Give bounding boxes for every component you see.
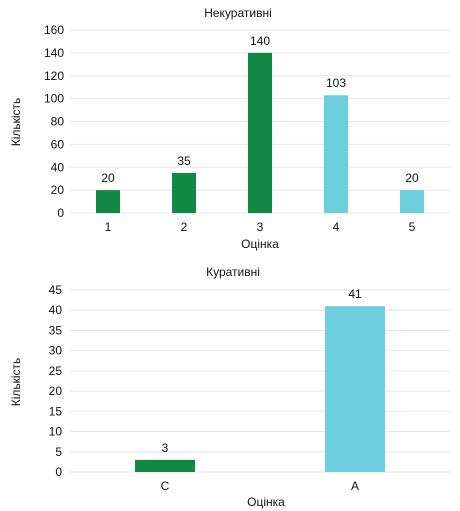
data-labels: 20 35 140 103 20 [101, 34, 419, 185]
y-tick-label: 0 [57, 206, 64, 220]
y-tick-label: 25 [49, 364, 63, 378]
x-tick-label: 5 [409, 220, 416, 234]
y-tick-label: 60 [51, 137, 65, 151]
y-tick-label: 160 [44, 23, 64, 37]
bar [324, 95, 348, 213]
bar [135, 459, 195, 472]
y-tick-label: 40 [51, 160, 65, 174]
chart-nekuratyvni: Некуративні Кількість Оцінка 0 20 40 60 80 10… [9, 6, 450, 251]
y-tick-label: 30 [49, 344, 63, 358]
data-label: 103 [326, 76, 346, 90]
data-label: 35 [177, 154, 191, 168]
y-tick-label: 120 [44, 69, 64, 83]
y-axis-label: Кількість [9, 358, 23, 407]
y-tick-label: 35 [49, 323, 63, 337]
y-tick-label: 140 [44, 46, 64, 60]
y-tick-label: 5 [55, 445, 62, 459]
bar [248, 52, 272, 213]
x-tick-label: 1 [105, 220, 112, 234]
data-labels: 3 41 [162, 287, 362, 455]
x-tick-label: C [161, 479, 170, 493]
bar [96, 190, 120, 213]
data-label: 41 [348, 287, 362, 301]
data-label: 3 [162, 441, 169, 455]
gridlines [70, 289, 450, 473]
y-tick-label: 20 [51, 183, 65, 197]
x-tick-label: 3 [257, 220, 264, 234]
bar [172, 172, 196, 213]
y-tick-label: 45 [49, 283, 63, 297]
chart-kuratyvni: Куративні Кількість Оцінка 0 5 10 15 20 25 30 3… [9, 265, 450, 509]
x-axis-label: Оцінка [241, 237, 279, 251]
bars [135, 306, 385, 472]
tick-labels: 0 5 10 15 20 25 30 35 40 45 C A [49, 283, 359, 493]
y-tick-label: 80 [51, 115, 65, 129]
data-label: 20 [101, 171, 115, 185]
y-tick-label: 0 [55, 465, 62, 479]
bars [96, 52, 424, 213]
bar [325, 306, 385, 472]
chart-title: Куративні [206, 265, 260, 279]
y-tick-label: 15 [49, 404, 63, 418]
data-label: 140 [250, 34, 270, 48]
x-tick-label: 2 [181, 220, 188, 234]
data-label: 20 [405, 171, 419, 185]
x-tick-label: A [351, 479, 359, 493]
chart-title: Некуративні [204, 6, 272, 20]
y-tick-label: 20 [49, 384, 63, 398]
x-tick-label: 4 [333, 220, 340, 234]
y-tick-label: 100 [44, 92, 64, 106]
x-axis-label: Оцінка [247, 495, 285, 509]
y-tick-label: 40 [49, 303, 63, 317]
bar [400, 190, 424, 213]
y-tick-label: 10 [49, 425, 63, 439]
tick-labels: 0 20 40 60 80 100 120 140 160 1 2 3 4 5 [44, 23, 416, 234]
y-axis-label: Кількість [9, 98, 23, 147]
